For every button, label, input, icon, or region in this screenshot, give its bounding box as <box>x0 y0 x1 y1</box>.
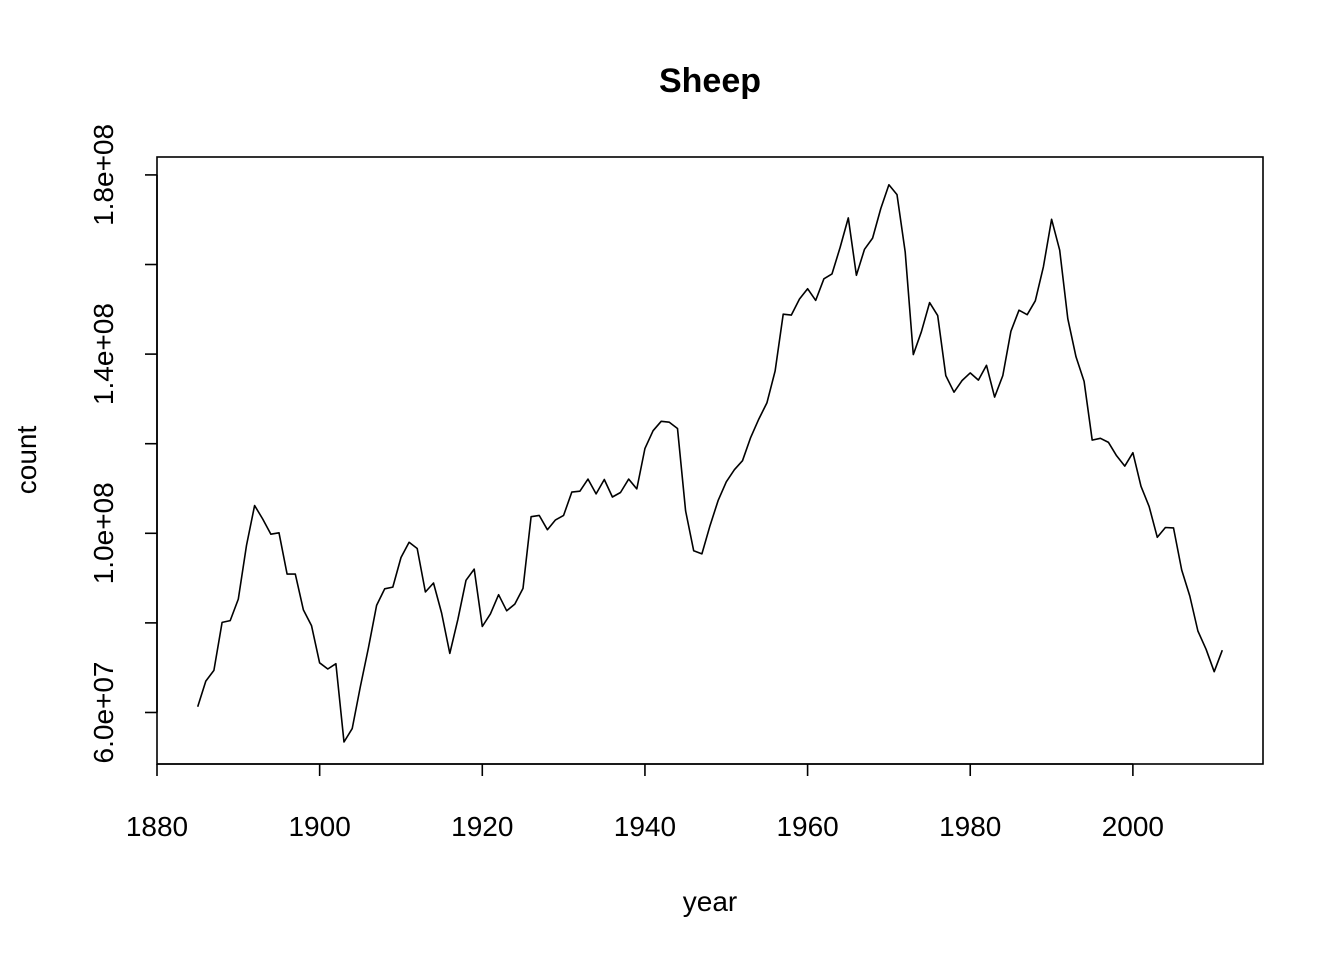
y-tick-label: 1.4e+08 <box>88 303 119 405</box>
x-tick-label: 1980 <box>939 811 1001 842</box>
x-tick-label: 1960 <box>776 811 838 842</box>
y-tick-label: 1.0e+08 <box>88 482 119 584</box>
x-axis: 1880 1900 1920 1940 1960 1980 2000 <box>126 763 1164 842</box>
x-tick-label: 1940 <box>614 811 676 842</box>
chart-title: Sheep <box>659 62 761 100</box>
x-tick-label: 2000 <box>1102 811 1164 842</box>
plot-frame <box>156 156 1264 765</box>
x-tick-label: 1880 <box>126 811 188 842</box>
x-tick-label: 1900 <box>288 811 350 842</box>
y-tick-label: 1.8e+08 <box>88 124 119 226</box>
y-axis: 6.0e+07 1.0e+08 1.4e+08 1.8e+08 <box>88 124 158 763</box>
x-axis-label: year <box>683 886 737 917</box>
x-tick-label: 1920 <box>451 811 513 842</box>
y-tick-label: 6.0e+07 <box>88 661 119 763</box>
y-axis-label: count <box>11 426 42 495</box>
series-line <box>196 184 1224 743</box>
